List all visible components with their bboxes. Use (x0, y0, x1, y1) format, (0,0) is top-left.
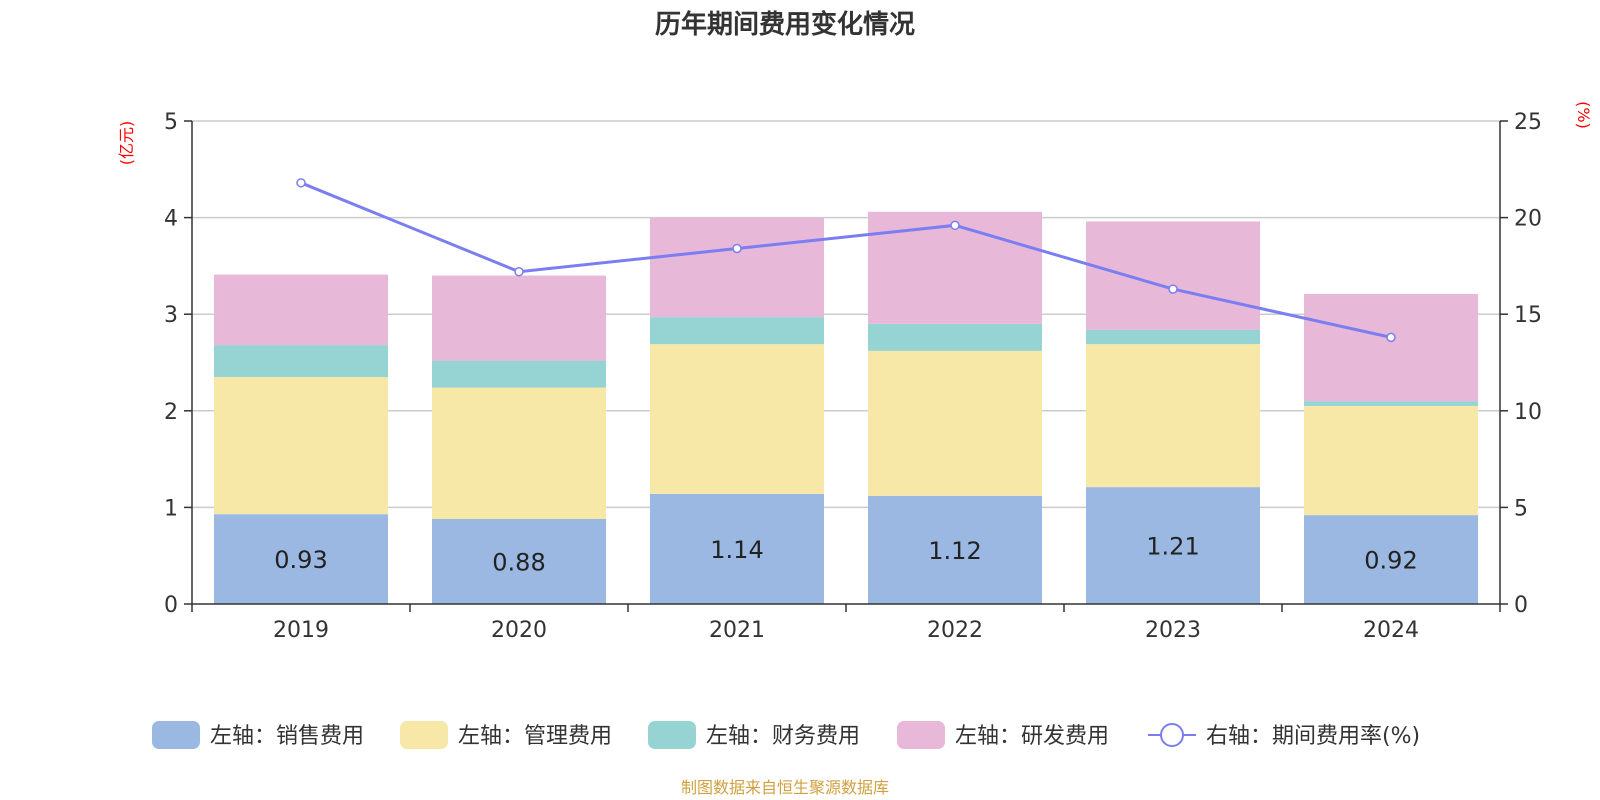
legend-label: 右轴：期间费用率(%) (1206, 724, 1420, 749)
bar-segment (1086, 344, 1260, 488)
left-tick-label: 0 (164, 593, 178, 618)
right-tick-label: 25 (1514, 110, 1542, 135)
bar-data-label: 1.14 (710, 536, 763, 564)
x-tick-label: 2022 (927, 618, 983, 643)
right-tick-label: 20 (1514, 207, 1542, 232)
rate-point (1386, 332, 1396, 343)
rate-point (514, 266, 524, 277)
legend: 左轴：销售费用 左轴：管理费用 左轴：财务费用 左轴：研发费用 右轴：期间费用率(%) (152, 721, 1420, 749)
bar-segment (432, 387, 606, 519)
left-axis-unit: (亿元) (117, 121, 136, 166)
bar-data-label: 0.93 (274, 546, 327, 574)
bar-segment (1086, 487, 1260, 604)
bar-segment (1304, 515, 1478, 604)
bar-segment (214, 274, 388, 346)
rate-point (1168, 284, 1178, 294)
legend-label: 左轴：销售费用 (210, 724, 364, 749)
legend-swatch (648, 721, 696, 749)
bar-segment (1304, 405, 1478, 516)
line-series (296, 178, 1396, 343)
source-note: 制图数据来自恒生聚源数据库 (681, 778, 889, 797)
left-tick-label: 2 (164, 400, 178, 425)
right-tick-label: 15 (1514, 303, 1542, 328)
right-tick-label: 0 (1514, 593, 1528, 618)
legend-swatch (897, 721, 945, 749)
legend-swatch (152, 721, 200, 749)
bar-segment (650, 493, 824, 604)
bar-segment (650, 344, 824, 494)
bar-data-label: 1.21 (1146, 533, 1199, 561)
axes: 0 1 2 3 4 5 0 5 10 15 20 25 2019 2020 2021 2022 2023 2024 (164, 110, 1542, 643)
rate-point (950, 220, 960, 231)
bar-data-label: 0.92 (1364, 547, 1417, 575)
bar-segment (214, 376, 388, 515)
x-tick-label: 2020 (491, 618, 547, 643)
bar-segment (432, 518, 606, 604)
rate-line (300, 181, 1392, 339)
bar-segment (432, 275, 606, 361)
x-tick-label: 2021 (709, 618, 765, 643)
bar-segment (650, 217, 824, 318)
right-axis-unit: (%) (1574, 101, 1593, 129)
grid-lines (192, 120, 1500, 509)
x-tick-label: 2019 (273, 618, 329, 643)
legend-label: 左轴：财务费用 (706, 724, 860, 749)
chart-title: 历年期间费用变化情况 (655, 9, 915, 40)
data-labels: 0.93 0.88 1.14 1.12 1.21 0.92 (274, 533, 1417, 577)
bar-data-label: 1.12 (928, 537, 981, 565)
rate-point (296, 178, 306, 188)
left-tick-label: 3 (164, 303, 178, 328)
rate-point (732, 243, 742, 254)
right-tick-label: 5 (1514, 496, 1528, 521)
right-tick-label: 10 (1514, 400, 1542, 425)
legend-marker (1160, 723, 1184, 747)
bar-data-label: 0.88 (492, 548, 545, 576)
bar-series (214, 211, 1478, 604)
legend-label: 左轴：研发费用 (955, 724, 1109, 749)
bar-segment (868, 350, 1042, 496)
x-tick-label: 2023 (1145, 618, 1201, 643)
bar-segment (1304, 293, 1478, 402)
bar-segment (1086, 329, 1260, 345)
bar-segment (868, 495, 1042, 604)
bar-segment (214, 345, 388, 377)
legend-label: 左轴：管理费用 (458, 724, 612, 749)
bar-segment (650, 317, 824, 345)
left-tick-label: 5 (164, 110, 178, 135)
x-tick-label: 2024 (1363, 618, 1419, 643)
bar-segment (432, 360, 606, 388)
bar-segment (214, 514, 388, 604)
bar-segment (1086, 221, 1260, 330)
legend-swatch (400, 721, 448, 749)
left-tick-label: 4 (164, 207, 178, 232)
bar-segment (868, 323, 1042, 351)
bar-segment (1304, 401, 1478, 406)
left-tick-label: 1 (164, 496, 178, 521)
